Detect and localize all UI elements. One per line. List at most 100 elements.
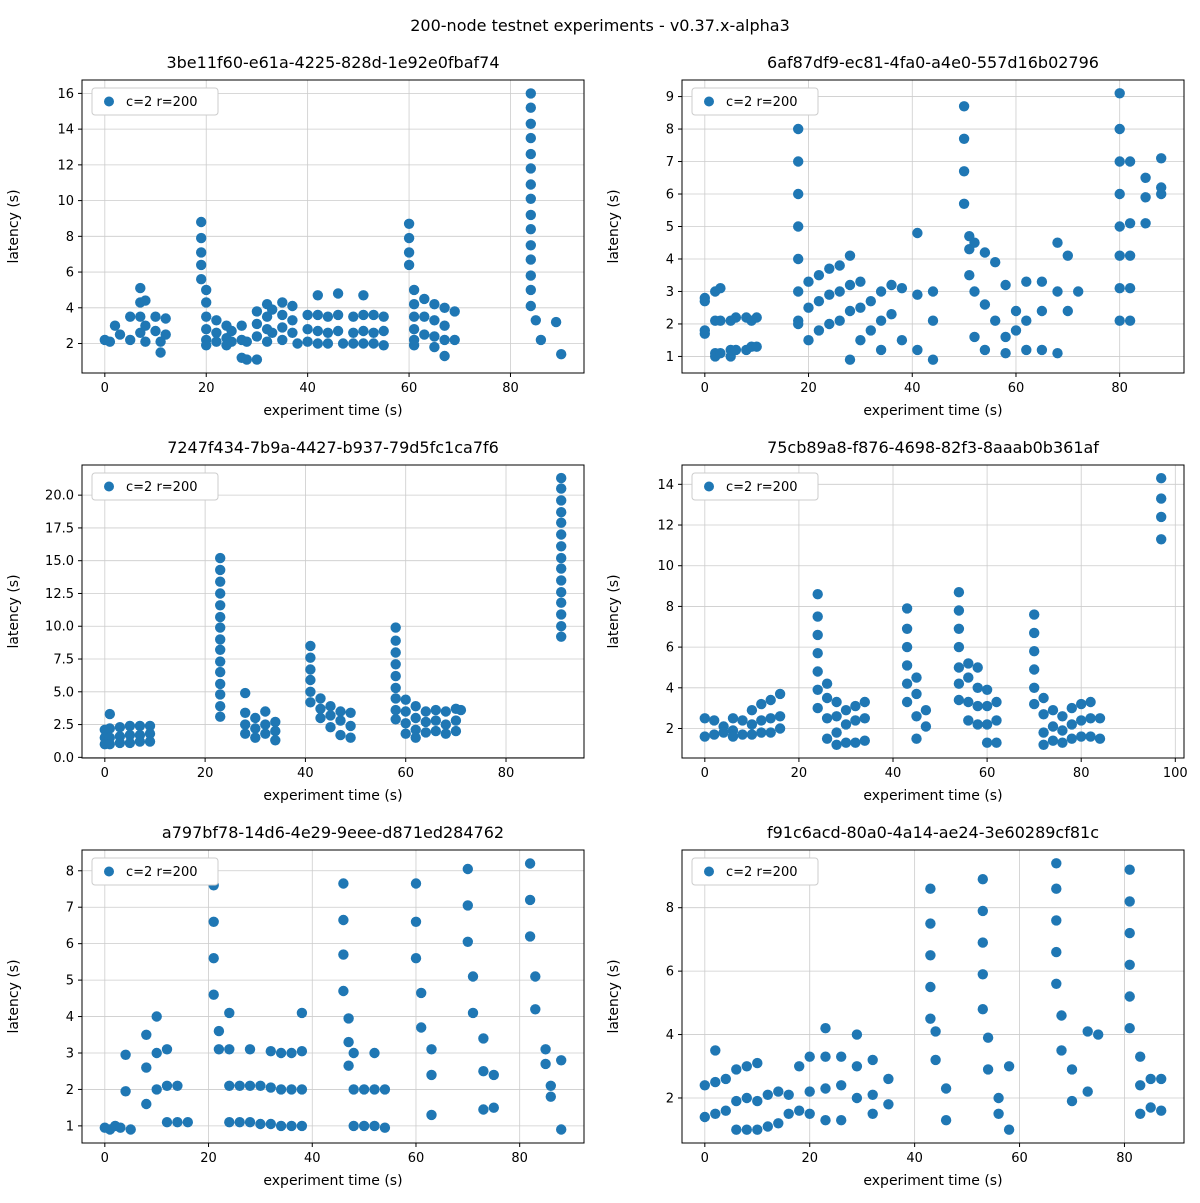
data-point — [1145, 1102, 1156, 1113]
data-point — [912, 289, 923, 300]
data-point — [265, 1046, 276, 1057]
data-point — [400, 718, 411, 729]
data-point — [358, 1084, 370, 1095]
data-point — [993, 1108, 1004, 1119]
data-point — [325, 701, 336, 712]
data-point — [144, 736, 156, 747]
data-point — [1047, 705, 1059, 716]
data-point — [429, 315, 440, 326]
data-point — [196, 232, 207, 244]
data-point — [530, 1004, 541, 1015]
data-point — [1124, 1023, 1135, 1034]
x-tick-label: 80 — [1111, 381, 1128, 396]
data-point — [286, 1084, 297, 1095]
data-point — [525, 102, 536, 113]
data-point — [462, 900, 473, 911]
data-point — [727, 713, 739, 724]
data-point — [783, 1108, 794, 1119]
data-point — [1124, 959, 1135, 970]
x-tick-label: 0 — [701, 1151, 709, 1166]
x-axis-label: experiment time (s) — [863, 788, 1002, 804]
data-point — [925, 950, 936, 961]
data-point — [439, 350, 450, 362]
subplot-5-canvas: 0 20 40 60 80 1 2 3 4 5 6 7 8 a797bf78-14d6-4e29-9eee… — [6, 823, 585, 1189]
data-point — [125, 1124, 136, 1135]
data-point — [977, 874, 988, 885]
data-point — [420, 706, 431, 717]
data-point — [172, 1117, 183, 1128]
data-point — [525, 118, 536, 129]
data-point — [731, 1064, 742, 1075]
y-tick-label: 9 — [666, 90, 674, 105]
data-point — [773, 1086, 784, 1097]
data-point — [844, 279, 856, 291]
data-point — [215, 552, 226, 564]
data-point — [901, 603, 913, 614]
subplot-4-canvas: 0 20 40 60 80 100 2 4 6 8 10 12 14 75cb89a8-f876-4698… — [606, 438, 1188, 804]
x-tick-label: 60 — [979, 766, 996, 781]
data-point — [752, 1095, 763, 1107]
data-point — [972, 700, 983, 712]
legend-label: c=2 r=200 — [126, 95, 198, 110]
data-point — [302, 336, 313, 347]
data-point — [343, 1060, 354, 1071]
data-point — [709, 729, 720, 740]
data-point — [390, 714, 401, 725]
data-point — [844, 305, 856, 317]
data-point — [1082, 1086, 1093, 1097]
data-point — [793, 318, 804, 330]
data-point — [141, 1029, 152, 1040]
data-point — [215, 678, 226, 690]
data-point — [244, 1044, 256, 1055]
data-point — [390, 659, 401, 670]
data-point — [1114, 88, 1125, 99]
data-point — [972, 719, 983, 730]
data-point — [1021, 344, 1032, 356]
data-point — [710, 1108, 721, 1119]
data-point — [287, 327, 298, 338]
legend: c=2 r=200 — [691, 87, 819, 116]
legend-box — [91, 472, 219, 501]
x-tick-label: 0 — [701, 766, 709, 781]
data-point — [953, 662, 965, 673]
data-point — [804, 1108, 815, 1119]
subplot-title: 6af87df9-ec81-4fa0-a4e0-557d16b02796 — [767, 53, 1099, 72]
legend: c=2 r=200 — [91, 472, 219, 501]
subplot-2-canvas: 0 20 40 60 80 1 2 3 4 5 6 7 8 9 6af87df9-ec81-4fa0-a4e… — [606, 53, 1185, 419]
legend: c=2 r=200 — [91, 857, 219, 886]
data-point — [1029, 682, 1040, 693]
data-point — [1135, 1051, 1146, 1062]
x-axis-label: experiment time (s) — [863, 1173, 1002, 1189]
data-point — [530, 971, 541, 982]
data-point — [1000, 331, 1011, 343]
data-point — [556, 552, 567, 564]
data-point — [478, 1033, 489, 1044]
y-tick-label: 17.5 — [45, 521, 74, 536]
data-point — [751, 341, 762, 352]
data-point — [981, 700, 993, 712]
data-point — [224, 1044, 235, 1055]
data-point — [1021, 315, 1032, 326]
data-point — [875, 286, 887, 297]
data-point — [467, 1007, 479, 1019]
data-point — [296, 1046, 308, 1057]
data-point — [812, 589, 823, 600]
data-point — [325, 710, 336, 721]
subplot-4: 0 20 40 60 80 100 2 4 6 8 10 12 14 75cb89a8-f876-4698… — [600, 429, 1200, 814]
data-point — [104, 708, 116, 720]
data-point — [251, 318, 263, 330]
data-point — [699, 1080, 710, 1091]
data-point — [419, 329, 430, 340]
data-point — [345, 707, 356, 718]
data-point — [540, 1058, 551, 1070]
data-point — [426, 1044, 437, 1055]
data-point — [525, 193, 536, 204]
data-point — [1085, 713, 1096, 724]
data-point — [1082, 1026, 1093, 1037]
data-point — [419, 311, 430, 322]
data-point — [151, 1011, 162, 1022]
data-point — [982, 1032, 994, 1043]
data-point — [213, 1025, 225, 1037]
x-tick-label: 0 — [101, 381, 109, 396]
data-point — [410, 878, 422, 889]
